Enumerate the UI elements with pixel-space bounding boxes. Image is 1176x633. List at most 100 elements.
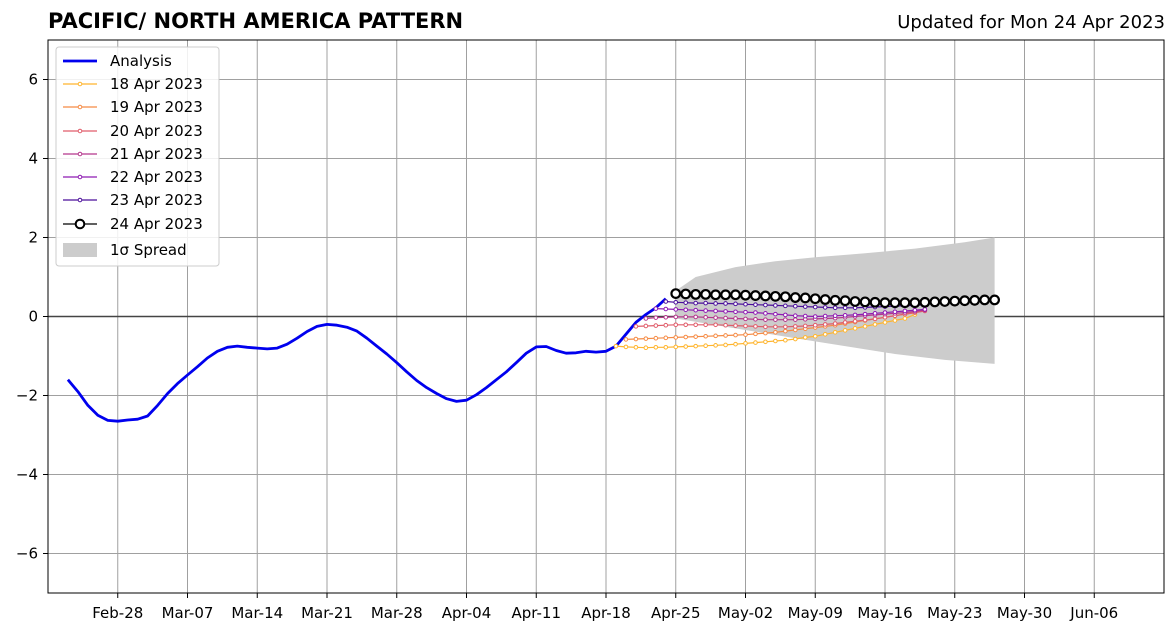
forecast-point — [773, 303, 778, 308]
forecast-point — [859, 296, 871, 308]
forecast-point — [789, 292, 801, 303]
forecast-point — [802, 304, 808, 309]
forecast-point — [713, 308, 718, 314]
forecast-point — [753, 340, 758, 345]
legend-label: 21 Apr 2023 — [110, 145, 203, 163]
forecast-point — [740, 289, 751, 301]
forecast-point — [663, 322, 669, 328]
forecast-point — [753, 316, 758, 322]
forecast-point — [979, 294, 991, 306]
forecast-point — [832, 330, 838, 335]
forecast-point — [773, 330, 778, 335]
x-tick-label: Mar-07 — [162, 604, 214, 622]
forecast-point — [673, 307, 679, 312]
forecast-point — [802, 335, 808, 340]
forecast-point — [753, 324, 758, 329]
forecast-point — [703, 300, 708, 306]
x-tick-label: May-16 — [857, 604, 912, 622]
forecast-point — [663, 299, 669, 304]
forecast-point — [829, 294, 841, 306]
forecast-point — [912, 307, 918, 313]
forecast-point — [633, 336, 639, 342]
forecast-point — [802, 323, 808, 329]
forecast-point — [743, 309, 748, 315]
forecast-point — [673, 299, 679, 305]
forecast-point — [892, 309, 898, 315]
legend-label: 19 Apr 2023 — [110, 98, 203, 116]
y-tick-label: −6 — [16, 545, 38, 563]
forecast-point — [613, 343, 619, 349]
forecast-point — [623, 344, 629, 350]
y-tick-label: 4 — [28, 150, 38, 168]
forecast-point — [653, 335, 659, 341]
forecast-point — [673, 344, 679, 350]
forecast-point — [763, 311, 768, 316]
y-tick-label: 6 — [28, 71, 38, 89]
x-tick-label: Apr-11 — [512, 604, 562, 622]
forecast-point — [673, 322, 679, 328]
forecast-point — [819, 294, 831, 305]
forecast-point — [743, 332, 748, 337]
forecast-point — [862, 317, 868, 323]
axes-frame — [47, 39, 1165, 594]
x-tick-label: Mar-28 — [371, 604, 423, 622]
forecast-point — [809, 293, 821, 305]
forecast-point — [949, 295, 961, 307]
legend-label: 24 Apr 2023 — [110, 215, 203, 233]
forecast-point — [763, 324, 768, 330]
x-tick-label: Apr-04 — [442, 604, 492, 622]
forecast-point — [869, 296, 881, 308]
forecast-point — [653, 306, 659, 311]
forecast-point — [733, 341, 738, 347]
x-tick-label: Apr-25 — [651, 604, 701, 622]
forecast-point — [842, 305, 848, 311]
forecast-point — [773, 317, 778, 322]
forecast-point — [683, 344, 689, 349]
legend-swatch-marker — [77, 104, 83, 110]
legend-swatch-marker — [77, 128, 83, 134]
forecast-point — [929, 296, 941, 308]
forecast-point — [683, 300, 689, 305]
analysis-line — [66, 297, 667, 423]
y-tick-label: −4 — [16, 466, 38, 484]
x-tick-label: Mar-14 — [231, 604, 283, 622]
forecast-point — [862, 311, 868, 317]
forecast-point — [989, 294, 1001, 306]
forecast-point — [670, 288, 682, 299]
forecast-point — [872, 316, 878, 322]
legend-swatch-marker — [77, 174, 83, 180]
forecast-point — [753, 331, 758, 337]
legend-label: 23 Apr 2023 — [110, 191, 203, 209]
forecast-point — [889, 297, 901, 309]
forecast-point — [763, 330, 768, 336]
forecast-point — [663, 345, 669, 350]
forecast-point — [703, 314, 708, 320]
x-tick-label: May-09 — [788, 604, 843, 622]
forecast-point — [793, 313, 798, 319]
forecast-point — [683, 334, 689, 340]
forecast-point — [852, 318, 858, 324]
forecast-point — [733, 323, 738, 328]
y-tick-label: 0 — [28, 308, 38, 326]
forecast-point — [633, 324, 639, 329]
forecast-point — [852, 312, 858, 318]
forecast-point — [663, 314, 669, 320]
forecast-point — [872, 322, 878, 327]
forecast-point — [713, 343, 718, 348]
forecast-point — [693, 334, 698, 339]
forecast-point — [693, 307, 698, 313]
forecast-point — [773, 311, 778, 317]
forecast-point — [643, 323, 649, 329]
forecast-point — [872, 311, 878, 316]
forecast-point — [743, 316, 748, 322]
forecast-point — [703, 333, 708, 339]
forecast-point — [693, 300, 698, 306]
legend-label: Analysis — [110, 52, 172, 70]
forecast-point — [703, 322, 708, 328]
x-tick-label: Feb-28 — [92, 604, 143, 622]
forecast-point — [753, 302, 758, 307]
legend-swatch-marker — [77, 197, 83, 203]
forecast-point — [743, 341, 748, 346]
forecast-point — [852, 326, 858, 331]
